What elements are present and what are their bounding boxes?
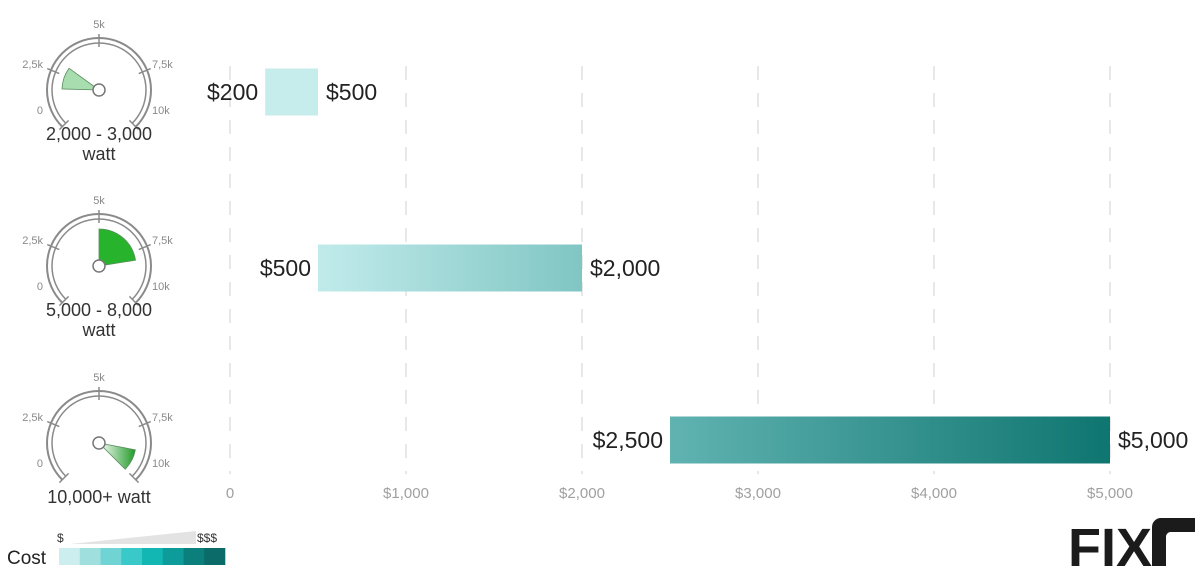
bar-high-label: $2,000 [590,255,660,281]
gauge-tick [58,119,70,131]
x-tick-label: $2,000 [559,485,605,502]
legend-low-symbol: $ [57,531,64,545]
gauge-tick-label: 2,5k [22,235,43,247]
gauge-outer-arc [46,390,152,481]
gauge-tick [58,472,70,484]
gauge-center-cap [92,83,106,97]
gauge-tick-label: 2,5k [22,412,43,424]
gauge-tick-label: 2,5k [22,59,43,71]
range-bar [670,416,1110,464]
gauge-tick-label: 5k [93,19,105,31]
gauge-tick-label: 0 [37,281,43,293]
legend-title: Cost [7,548,47,569]
gauge-tick-label: 10k [152,105,170,117]
gauge-tick [138,67,152,75]
gauge-tick-label: 7,5k [152,235,173,247]
x-tick-label: $1,000 [383,485,429,502]
gauge-tick [58,295,70,307]
gauge-caption: watt [81,144,115,164]
gauge-caption: 2,000 - 3,000 [46,124,152,144]
x-tick-label: $4,000 [911,485,957,502]
legend-swatch [121,548,143,565]
gauge-center-cap [92,259,106,273]
bar-high-label: $500 [326,79,377,105]
gauge-caption: 5,000 - 8,000 [46,300,152,320]
gauge-tick [128,472,140,484]
logo-text: FIX [1068,518,1152,572]
legend-swatch [162,548,184,565]
bar-low-label: $200 [207,79,258,105]
x-tick-label: $3,000 [735,485,781,502]
gauge-tick [138,243,152,251]
gauge-caption: 10,000+ watt [47,487,151,507]
cost-legend: Cost $ $$$ [7,531,226,569]
range-bars: $200 $500 $500 $2,000 $2,500 $5,000 [207,68,1188,464]
gauge-range-wedge [61,67,101,91]
range-bar [265,68,318,116]
gauge-tick [128,119,140,131]
x-tick-label: $5,000 [1087,485,1133,502]
gauge-tick-label: 7,5k [152,59,173,71]
gauge-3: 0 2,5k 5k 7,5k 10k 10,000+ watt [22,372,173,507]
bar-high-label: $5,000 [1118,427,1188,453]
gauge-range-wedge [98,228,137,267]
gauge-range-wedge [97,442,136,470]
legend-swatch [204,548,226,565]
gauge-tick-label: 0 [37,105,43,117]
legend-cost-wedge [70,531,196,544]
bar-low-label: $2,500 [593,427,663,453]
legend-swatches [59,548,226,565]
legend-swatch [79,548,101,565]
gauge-tick [46,243,60,251]
legend-swatch [183,548,205,565]
gauge-tick-label: 5k [93,372,105,384]
legend-swatch [100,548,122,565]
logo-r-mark [1152,518,1195,566]
gauge-tick [46,420,60,428]
gauge-tick [46,67,60,75]
x-axis: 0 $1,000 $2,000 $3,000 $4,000 $5,000 [226,485,1133,502]
bar-low-label: $500 [260,255,311,281]
gauge-tick-label: 7,5k [152,412,173,424]
legend-swatch [59,548,81,565]
gauge-tick [138,420,152,428]
gauge-tick-label: 10k [152,281,170,293]
gauge-tick-label: 10k [152,458,170,470]
range-bar [318,244,582,292]
gauge-center-cap [92,436,106,450]
x-tick-label: 0 [226,485,234,502]
fixr-logo: FIX [1068,518,1195,572]
gauge-tick-label: 5k [93,195,105,207]
legend-swatch [142,548,164,565]
gauge-inner-arc [51,395,147,477]
legend-high-symbol: $$$ [197,531,217,545]
gauge-tick-label: 0 [37,458,43,470]
gauge-tick [128,295,140,307]
grid-lines [229,66,1111,474]
gauge-caption: watt [81,320,115,340]
